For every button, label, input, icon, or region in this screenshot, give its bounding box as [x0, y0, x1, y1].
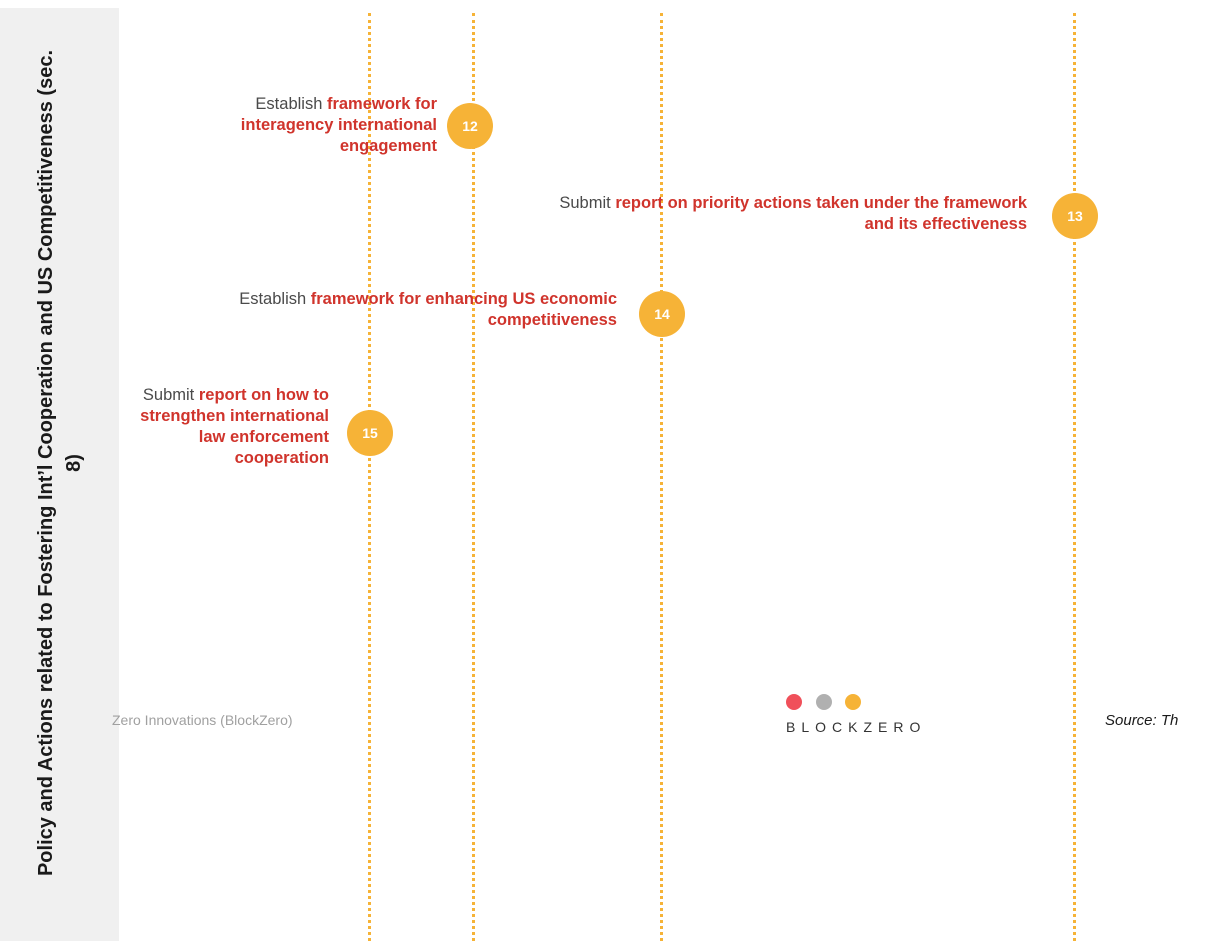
- milestone-verb: Submit: [559, 194, 611, 212]
- side-panel: Policy and Actions related to Fostering …: [0, 8, 119, 941]
- milestone-number: 14: [654, 306, 670, 322]
- milestone-number: 12: [462, 118, 478, 134]
- logo-dot: [816, 694, 832, 710]
- milestone-highlight: report on how to strengthen internationa…: [140, 386, 329, 467]
- milestone-label: Establish framework for enhancing US eco…: [217, 289, 617, 331]
- milestone-marker: 12: [447, 103, 493, 149]
- milestone-verb: Establish: [255, 95, 323, 113]
- milestone-highlight: report on priority actions taken under t…: [615, 194, 1027, 233]
- logo-dot: [786, 694, 802, 710]
- milestone-marker: 14: [639, 291, 685, 337]
- milestone-label: Submit report on priority actions taken …: [557, 193, 1027, 235]
- timeline-line: [472, 13, 475, 941]
- logo-wordmark: BLOCKZERO: [786, 719, 927, 735]
- milestone-verb: Establish: [239, 290, 307, 308]
- milestone-marker: 13: [1052, 193, 1098, 239]
- milestone-highlight: framework for enhancing US economic comp…: [310, 290, 617, 329]
- side-panel-title: Policy and Actions related to Fostering …: [35, 49, 85, 877]
- timeline-line: [368, 13, 371, 941]
- timeline-line: [1073, 13, 1076, 941]
- milestone-label: Establish framework for interagency inte…: [177, 94, 437, 157]
- milestone-marker: 15: [347, 410, 393, 456]
- milestone-number: 13: [1067, 208, 1083, 224]
- blockzero-logo: BLOCKZERO: [784, 694, 964, 744]
- milestone-label: Submit report on how to strengthen inter…: [129, 385, 329, 469]
- milestone-number: 15: [362, 425, 378, 441]
- timeline-line: [660, 13, 663, 941]
- milestone-verb: Submit: [142, 386, 195, 404]
- milestone-highlight: framework for interagency international …: [240, 95, 437, 155]
- footer-copyright: Zero Innovations (BlockZero): [112, 712, 293, 728]
- logo-dot: [845, 694, 861, 710]
- source-note: Source: Th: [1105, 712, 1179, 729]
